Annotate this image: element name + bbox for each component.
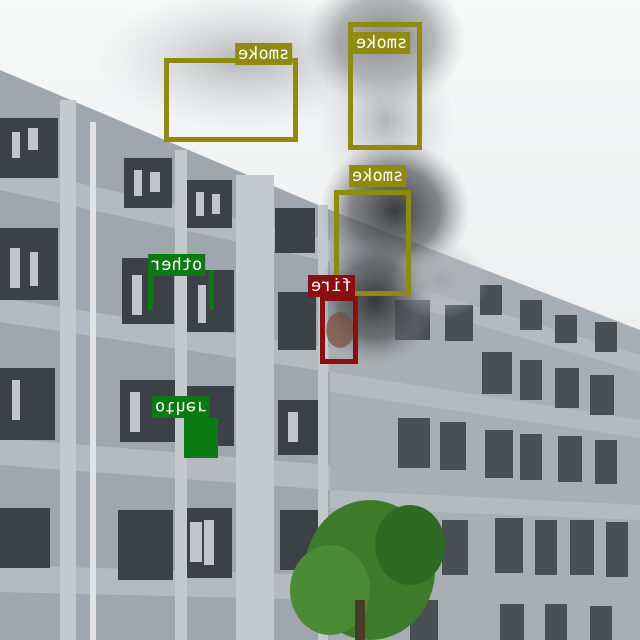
tree [290,500,445,640]
windows-left-wing [0,118,320,580]
detection-box-fire: fire [308,275,358,364]
detection-label-smoke: smoke [349,165,407,187]
laundry [10,128,298,565]
pillars [60,100,328,640]
drain-pipe [90,122,96,640]
detection-box-smoke: smoke [334,165,411,296]
detection-label-other: other [152,396,210,418]
detection-box-smoke: smoke [164,43,298,142]
detection-box-other: other [148,254,214,310]
fire-glow [326,312,354,348]
detection-label-other: other [148,254,206,276]
detection-label-smoke: smoke [235,43,293,65]
detection-label-fire: fire [308,275,355,297]
detection-box-other: other [152,396,218,458]
detection-box-smoke: smoke [348,22,422,150]
detection-label-smoke: smoke [353,32,411,54]
